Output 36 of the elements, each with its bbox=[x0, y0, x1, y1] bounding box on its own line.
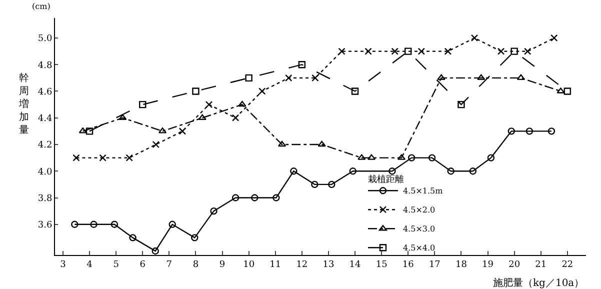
x-tick-label: 9 bbox=[219, 260, 226, 270]
x-tick-label: 13 bbox=[322, 260, 334, 270]
x-tick-label: 19 bbox=[482, 260, 494, 270]
legend-label: 4.5×2.0 bbox=[402, 206, 436, 215]
y-tick-label: 3.6 bbox=[38, 220, 52, 231]
y-tick-label: 4.8 bbox=[38, 60, 52, 71]
x-tick-label: 17 bbox=[428, 260, 441, 270]
x-tick-label: 5 bbox=[113, 260, 120, 270]
legend-label: 4.5×3.0 bbox=[402, 224, 436, 234]
x-tick-label: 15 bbox=[376, 260, 388, 270]
y-tick-label: 4.4 bbox=[38, 114, 52, 124]
x-tick-label: 22 bbox=[562, 260, 574, 270]
x-tick-label: 8 bbox=[192, 260, 199, 270]
y-tick-label: 4.0 bbox=[38, 167, 52, 178]
legend-label: 4.5×1.5m bbox=[402, 186, 444, 196]
x-tick-label: 7 bbox=[166, 260, 172, 270]
y-axis-title: 幹周増加量 bbox=[18, 72, 29, 136]
x-tick-label: 4 bbox=[86, 260, 93, 270]
y-tick-label: 4.6 bbox=[38, 87, 52, 98]
x-tick-label: 12 bbox=[296, 260, 308, 270]
x-axis-title: 施肥量（kg／10a） bbox=[493, 277, 584, 289]
x-tick-label: 20 bbox=[508, 260, 520, 270]
text: (cm) bbox=[32, 2, 50, 11]
y-tick-label: 3.8 bbox=[38, 194, 52, 204]
x-tick-label: 21 bbox=[535, 260, 547, 270]
legend-title: 栽植距離 bbox=[368, 174, 404, 185]
y-tick-label: 4.2 bbox=[38, 140, 52, 151]
x-tick-label: 11 bbox=[270, 260, 282, 270]
x-tick-label: 6 bbox=[140, 260, 146, 270]
x-tick-label: 18 bbox=[455, 260, 468, 270]
x-tick-label: 3 bbox=[60, 260, 66, 270]
x-tick-label: 16 bbox=[402, 260, 414, 270]
legend-label: 4.5×4.0 bbox=[402, 244, 436, 253]
x-tick-label: 10 bbox=[243, 260, 255, 270]
y-tick-label: 5.0 bbox=[38, 34, 52, 44]
x-tick-label: 14 bbox=[349, 260, 362, 270]
